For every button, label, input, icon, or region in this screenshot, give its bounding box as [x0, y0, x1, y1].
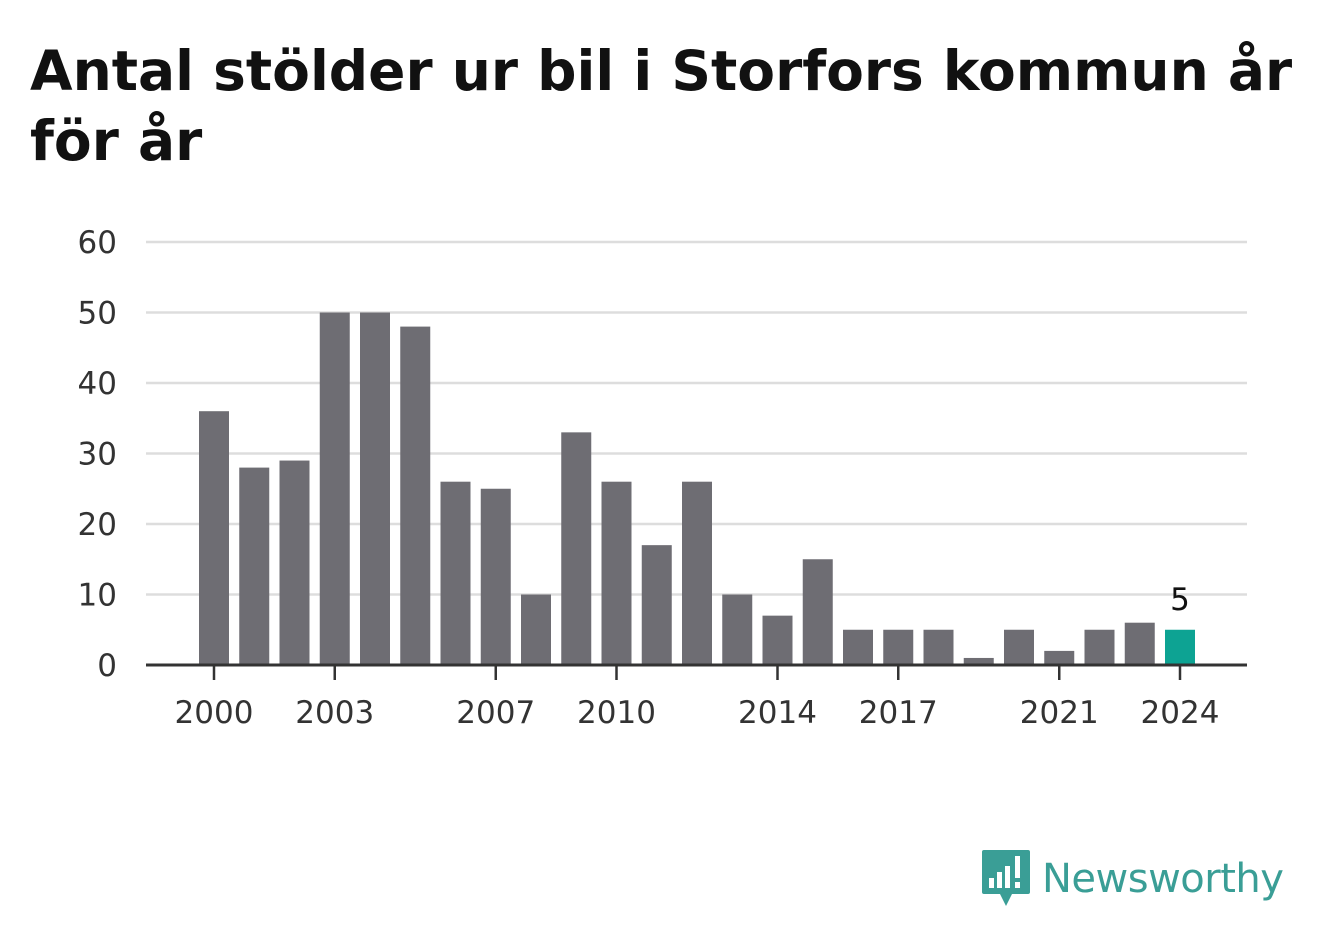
bar-2010 [601, 481, 632, 665]
bar-2014 [762, 615, 793, 665]
y-tick-label: 10 [78, 578, 117, 614]
y-tick-label: 30 [78, 437, 117, 473]
bar-2005 [400, 326, 431, 665]
bar-2020 [1004, 629, 1034, 665]
bar-2009 [561, 432, 592, 665]
x-tick-label: 2024 [1141, 695, 1220, 731]
newsworthy-logo-icon [982, 850, 1030, 906]
brand-name: Newsworthy [1042, 856, 1284, 902]
bar-2017 [883, 629, 914, 665]
y-tick-label: 40 [78, 366, 117, 402]
bar-2021 [1044, 650, 1075, 665]
x-tick-label: 2010 [577, 695, 656, 731]
bar-2022 [1084, 629, 1115, 665]
bar-2012 [682, 481, 712, 665]
newsworthy-logo: Newsworthy [980, 848, 1284, 910]
bar-2018 [923, 629, 954, 665]
bar-2003 [319, 312, 350, 665]
y-tick-label: 50 [78, 296, 117, 332]
bars [199, 312, 1195, 665]
bar-2023 [1124, 622, 1155, 665]
bar-2001 [239, 467, 270, 665]
bar-2007 [480, 488, 511, 665]
y-tick-label: 20 [78, 507, 117, 543]
bar-2006 [440, 481, 471, 665]
chart-title: Antal stölder ur bil i Storfors kommun å… [30, 39, 1293, 173]
bar-2013 [722, 594, 753, 665]
bar-2002 [279, 460, 310, 665]
bar-2024 [1165, 629, 1195, 665]
bar-2019 [963, 657, 994, 665]
data-label: 5 [1170, 582, 1190, 618]
y-tick-label: 0 [97, 648, 117, 684]
x-tick-label: 2000 [175, 695, 254, 731]
bar-2000 [199, 411, 229, 665]
bar-2011 [641, 545, 672, 665]
y-tick-label: 60 [78, 225, 117, 261]
axes [146, 663, 1247, 680]
x-tick-label: 2017 [859, 695, 938, 731]
bar-2016 [843, 629, 873, 665]
bar-2008 [521, 594, 551, 665]
bar-2015 [802, 559, 833, 665]
x-tick-label: 2021 [1020, 695, 1099, 731]
x-tick-label: 2003 [295, 695, 374, 731]
x-tick-label: 2007 [456, 695, 535, 731]
x-tick-label: 2014 [738, 695, 817, 731]
labels: 0 10 20 30 40 50 60 2000 2003 2007 2010 2014 2017 202… [78, 225, 1220, 731]
bar-2004 [360, 312, 390, 665]
